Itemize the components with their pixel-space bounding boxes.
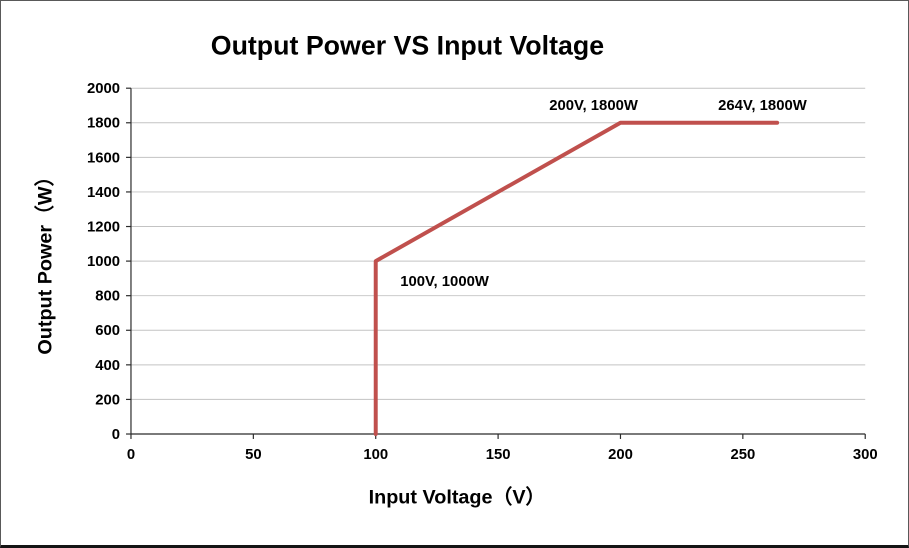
y-tick-label: 1800 <box>87 116 120 132</box>
y-tick-label: 1600 <box>87 150 120 166</box>
x-tick-label: 150 <box>486 447 511 463</box>
annotations: 100V, 1000W 200V, 1800W 264V, 1800W <box>400 98 808 290</box>
y-tick-label: 2000 <box>87 81 120 97</box>
point-label: 100V, 1000W <box>400 274 490 290</box>
chart-title: Output Power VS Input Voltage <box>211 31 604 61</box>
x-axis-label: Input Voltage（V） <box>369 485 546 508</box>
y-tick-label: 600 <box>95 323 120 339</box>
axes: 0 50 100 150 200 250 300 0 200 400 600 800 1000 1200 1… <box>87 81 878 463</box>
point-label: 200V, 1800W <box>549 98 639 114</box>
y-tick-label: 1000 <box>87 254 120 270</box>
point-label: 264V, 1800W <box>718 98 808 114</box>
power-curve <box>373 120 780 436</box>
x-tick-label: 250 <box>730 447 755 463</box>
x-tick-label: 50 <box>245 447 262 463</box>
x-tick-label: 0 <box>127 447 135 463</box>
x-tick-label: 300 <box>853 447 878 463</box>
gridlines <box>130 87 866 400</box>
y-axis-label: Output Power（W） <box>34 167 57 355</box>
x-tick-label: 200 <box>608 447 633 463</box>
y-tick-label: 800 <box>95 289 120 305</box>
data-series <box>373 120 780 436</box>
y-tick-label: 1400 <box>87 185 120 201</box>
y-tick-label: 0 <box>112 427 120 443</box>
y-tick-label: 200 <box>95 392 120 408</box>
y-tick-label: 1200 <box>87 219 120 235</box>
x-tick-label: 100 <box>363 447 388 463</box>
y-tick-label: 400 <box>95 358 120 374</box>
